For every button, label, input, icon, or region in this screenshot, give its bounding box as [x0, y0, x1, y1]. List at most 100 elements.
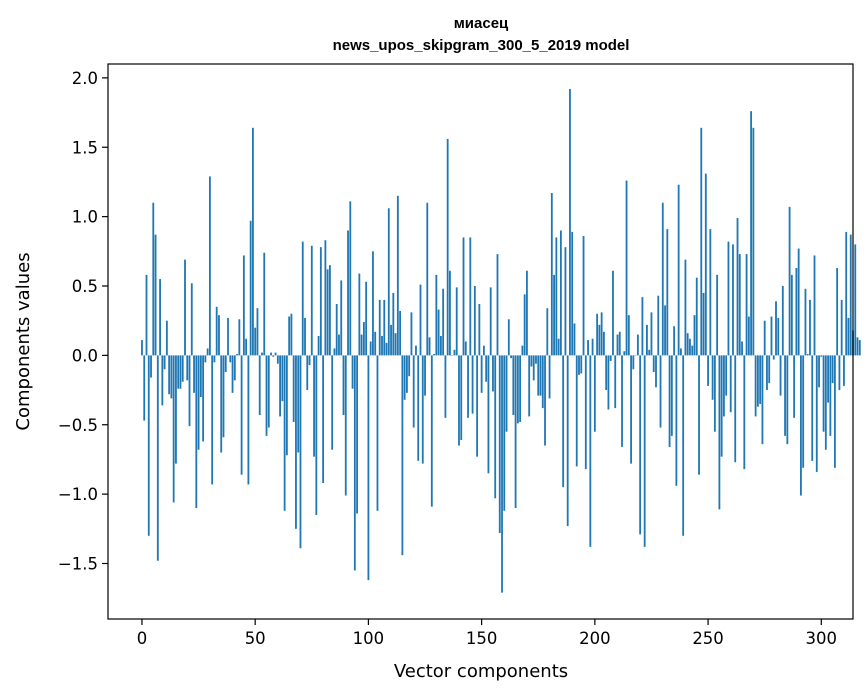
- bar: [156, 355, 159, 561]
- bar: [482, 345, 485, 356]
- bar: [399, 310, 402, 356]
- bar: [770, 316, 773, 356]
- chart-subtitle: news_upos_skipgram_300_5_2019 model: [333, 37, 630, 54]
- bar: [430, 355, 433, 507]
- bar: [750, 111, 752, 356]
- bar: [276, 355, 279, 364]
- bar: [571, 231, 574, 356]
- bar: [281, 355, 284, 402]
- bar: [249, 220, 252, 356]
- bar: [695, 277, 698, 356]
- bar: [557, 338, 560, 356]
- bar: [419, 284, 422, 356]
- bar: [480, 355, 483, 393]
- bar: [555, 237, 558, 356]
- bar: [607, 355, 610, 410]
- bar: [213, 355, 216, 363]
- bar: [507, 319, 510, 356]
- bar: [668, 355, 671, 447]
- bar: [396, 195, 399, 356]
- bar: [476, 355, 479, 457]
- y-axis-label: Components values: [13, 252, 34, 430]
- bar: [779, 355, 782, 396]
- bar: [766, 355, 768, 391]
- bar: [193, 355, 195, 393]
- bar: [702, 292, 705, 356]
- bar: [503, 355, 506, 511]
- plot-frame: [107, 63, 854, 620]
- bar: [437, 309, 440, 356]
- bar: [145, 274, 148, 356]
- bar: [165, 320, 168, 356]
- bar: [369, 341, 372, 356]
- y-tick-label: −1.5: [58, 555, 98, 574]
- bar: [809, 299, 811, 356]
- bar: [417, 355, 420, 461]
- bar: [840, 299, 843, 356]
- bar: [349, 201, 352, 356]
- bar: [143, 355, 146, 421]
- bar: [181, 355, 184, 382]
- bar: [743, 355, 746, 470]
- bar: [625, 180, 628, 356]
- bar: [415, 345, 417, 356]
- bar: [578, 355, 580, 375]
- bar: [661, 202, 664, 356]
- bar: [331, 355, 334, 450]
- bar: [190, 283, 193, 356]
- bar: [290, 313, 293, 356]
- bar: [218, 315, 220, 356]
- bar: [245, 338, 248, 356]
- bar: [686, 333, 689, 356]
- bar: [673, 326, 676, 356]
- bar: [530, 355, 533, 367]
- bar: [152, 202, 155, 356]
- bar: [285, 355, 288, 456]
- bar: [698, 355, 700, 475]
- bar: [426, 202, 429, 356]
- y-tick-label: 1.5: [72, 138, 98, 157]
- bar: [489, 287, 492, 356]
- bar: [546, 308, 549, 356]
- bar: [519, 355, 522, 422]
- bar: [535, 355, 537, 364]
- bar: [729, 355, 732, 413]
- bar: [351, 355, 354, 389]
- bar: [747, 316, 750, 356]
- bar: [514, 355, 517, 509]
- bar: [573, 323, 576, 356]
- bar: [163, 355, 166, 370]
- bar: [365, 281, 368, 356]
- bar: [403, 355, 406, 400]
- bar: [562, 355, 565, 488]
- bar: [177, 355, 180, 389]
- bar: [636, 334, 639, 356]
- bar: [836, 267, 839, 356]
- bar: [462, 237, 465, 356]
- x-tick-label: 100: [353, 629, 385, 648]
- bar: [795, 267, 798, 356]
- bar: [512, 355, 515, 416]
- bar: [261, 352, 263, 356]
- bar: [682, 355, 685, 536]
- bar: [317, 335, 320, 356]
- bar: [408, 355, 411, 377]
- bar: [433, 353, 435, 356]
- bar: [471, 355, 474, 414]
- bar: [680, 348, 682, 356]
- bar: [596, 313, 599, 356]
- bar: [394, 333, 397, 356]
- bar: [147, 355, 150, 536]
- bar: [258, 355, 261, 416]
- bar: [689, 338, 691, 356]
- y-tick-label: −0.5: [58, 416, 98, 435]
- bar: [609, 355, 612, 361]
- bar: [279, 355, 281, 417]
- bar: [195, 355, 198, 509]
- bar: [700, 127, 703, 356]
- bar: [761, 355, 764, 445]
- bar: [711, 355, 714, 400]
- bar: [362, 322, 365, 356]
- x-tick-label: 150: [466, 629, 498, 648]
